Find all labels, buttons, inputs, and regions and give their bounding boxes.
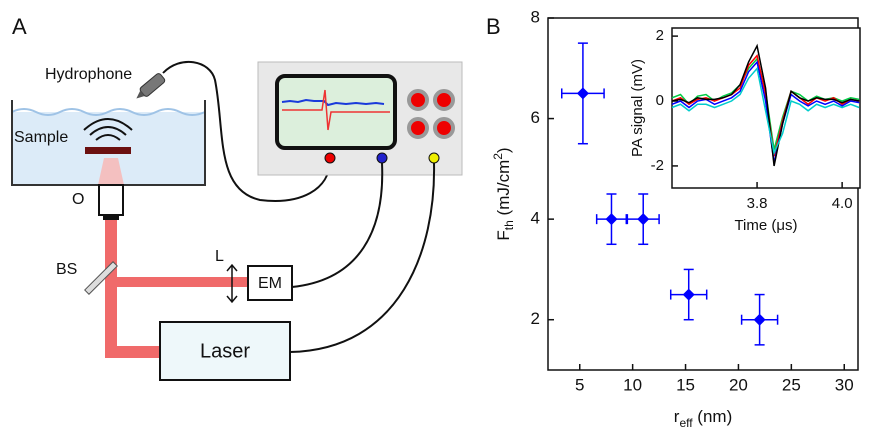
beam-cone xyxy=(98,158,124,185)
trace xyxy=(281,98,385,107)
x-axis-label: reff (nm) xyxy=(674,407,732,430)
marker xyxy=(753,313,766,326)
y-tick-label: 2 xyxy=(531,309,540,328)
x-tick-label: 10 xyxy=(623,375,642,394)
y-tick-label: 8 xyxy=(531,7,540,26)
signal-trace xyxy=(671,60,860,163)
beam-splitter xyxy=(84,261,118,295)
connector xyxy=(324,152,336,164)
signal-trace xyxy=(671,43,860,167)
laser-label: Laser xyxy=(200,340,250,362)
connector xyxy=(376,152,388,164)
laser-box xyxy=(159,321,291,381)
inset-x-label: Time (μs) xyxy=(734,217,797,234)
em-box xyxy=(247,265,293,301)
objective-label: O xyxy=(72,191,84,208)
y-tick-label: 4 xyxy=(531,209,540,228)
plot-frame xyxy=(547,17,859,371)
objective xyxy=(103,215,119,220)
x-tick-label: 30 xyxy=(835,375,854,394)
objective xyxy=(98,184,124,216)
x-tick-label: 4.0 xyxy=(832,195,853,212)
marker xyxy=(637,213,650,226)
panel-label: A xyxy=(12,14,27,39)
waves xyxy=(83,118,133,141)
marker xyxy=(682,288,695,301)
sample xyxy=(85,147,131,154)
hydrophone xyxy=(136,73,166,99)
x-tick-label: 3.8 xyxy=(747,195,768,212)
em-label: EM xyxy=(258,275,282,292)
inset-chart: 3.8 4.0 -2 0 2 xyxy=(651,27,861,212)
knobs xyxy=(407,89,455,139)
panel-label: B xyxy=(486,14,501,39)
lens xyxy=(226,263,238,304)
y-tick-label: -2 xyxy=(651,157,664,174)
y-axis-label: Fth (mJ/cm2) xyxy=(491,147,516,240)
plot-frame xyxy=(671,27,861,189)
marker xyxy=(576,87,589,100)
x-tick-label: 15 xyxy=(676,375,695,394)
lens-label: L xyxy=(215,248,224,265)
x-tick-label: 20 xyxy=(729,375,748,394)
trace xyxy=(282,89,390,131)
cable xyxy=(162,60,331,202)
inset-y-label: PA signal (mV) xyxy=(629,59,646,157)
x-tick-label: 25 xyxy=(782,375,801,394)
beam-splitter-label: BS xyxy=(56,261,77,278)
y-tick-label: 0 xyxy=(656,92,664,109)
setup-diagram: A Hydrophone Sample O B xyxy=(11,14,463,381)
signal-trace xyxy=(671,66,860,156)
cable xyxy=(291,162,384,288)
hydrophone-label: Hydrophone xyxy=(45,66,132,83)
y-tick-label: 2 xyxy=(656,27,664,44)
connector xyxy=(428,152,440,164)
water-surface xyxy=(11,108,206,116)
x-tick-label: 5 xyxy=(575,375,584,394)
cable xyxy=(289,162,436,353)
marker xyxy=(605,213,618,226)
sample-label: Sample xyxy=(14,129,68,146)
y-tick-label: 6 xyxy=(531,108,540,127)
